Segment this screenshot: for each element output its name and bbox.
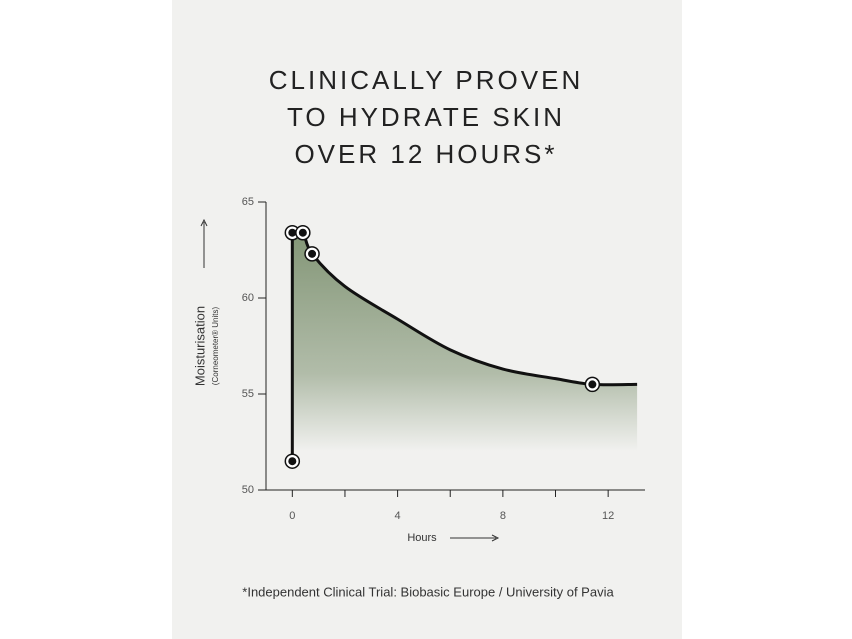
marker-dot — [588, 380, 597, 389]
x-tick-label: 8 — [500, 510, 506, 522]
marker-dot — [288, 457, 297, 466]
footnote: *Independent Clinical Trial: Biobasic Eu… — [242, 584, 614, 599]
y-tick-label: 60 — [242, 292, 254, 304]
marker-dot — [308, 249, 317, 258]
area-fill — [292, 231, 638, 490]
x-tick-label: 4 — [395, 510, 401, 522]
x-arrow — [450, 534, 500, 542]
title-line: TO HYDRATE SKIN — [287, 102, 565, 132]
y-arrow — [200, 218, 208, 268]
marker-dot — [298, 228, 307, 237]
x-tick-label: 12 — [602, 510, 614, 522]
marker-dot — [288, 228, 297, 237]
x-tick-label: 0 — [289, 510, 295, 522]
x-axis-label: Hours — [407, 532, 437, 544]
y-tick-label: 65 — [242, 196, 254, 208]
y-axis-label: Moisturisation — [192, 306, 207, 386]
title-line: CLINICALLY PROVEN — [269, 65, 583, 95]
y-axis-sublabel: (Corneometer® Units) — [211, 306, 220, 385]
y-tick-label: 50 — [242, 484, 254, 496]
title-line: OVER 12 HOURS* — [294, 139, 557, 169]
paper-panel — [172, 0, 682, 639]
y-tick-label: 55 — [242, 388, 254, 400]
